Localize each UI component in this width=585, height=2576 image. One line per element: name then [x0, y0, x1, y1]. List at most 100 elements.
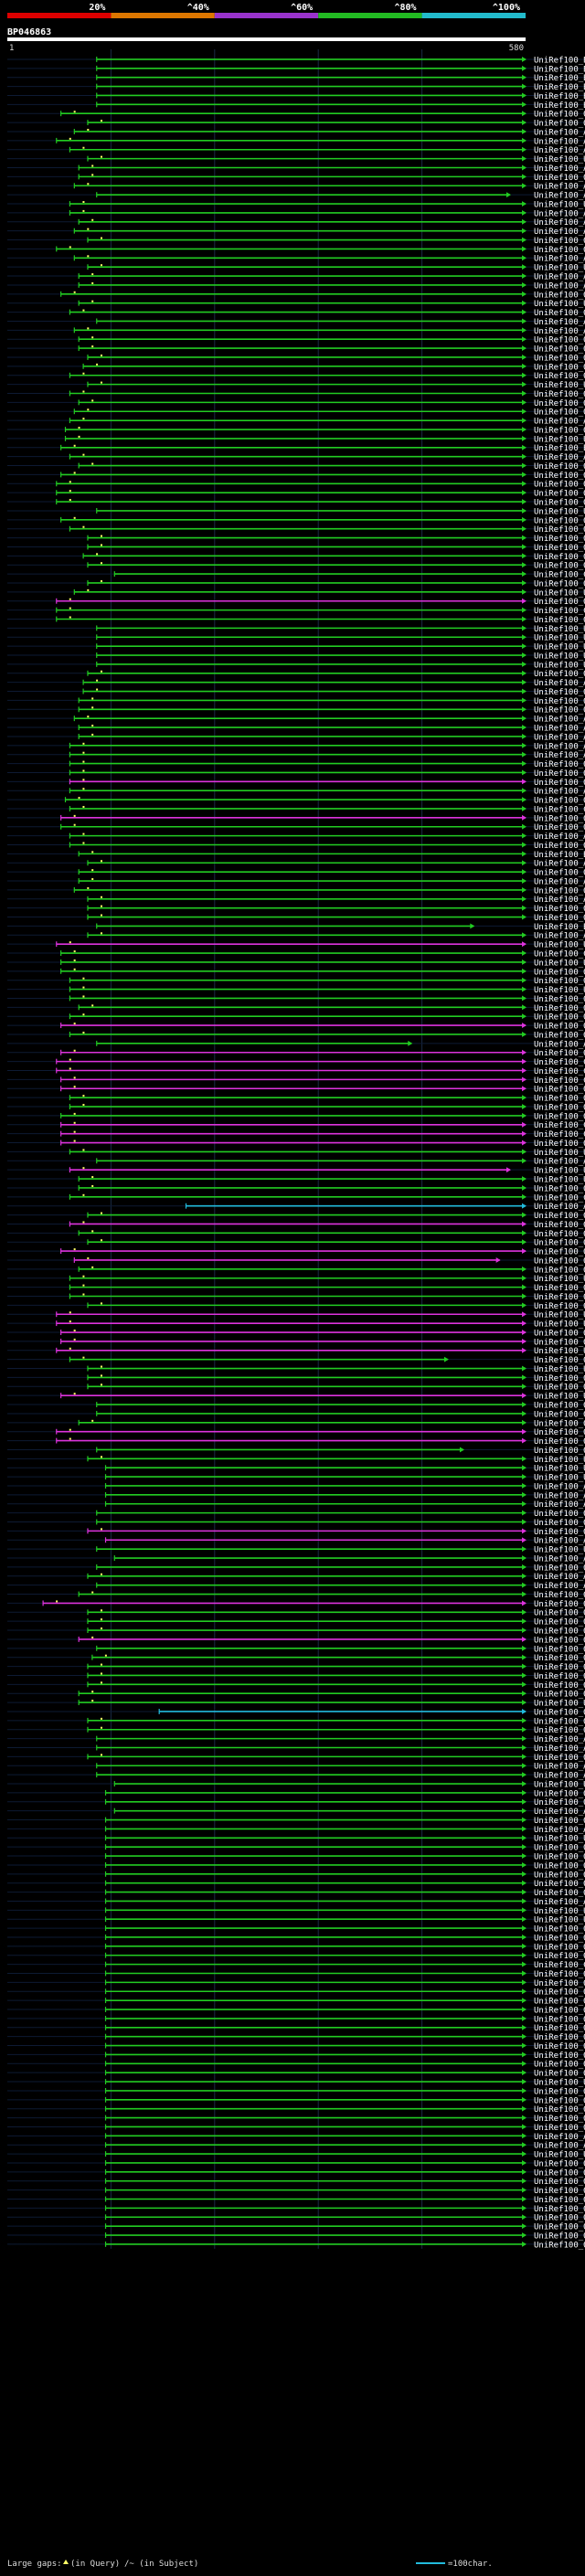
hit-label: UniRef100_A5B838 [534, 1040, 585, 1049]
hit-end-arrow [522, 1925, 526, 1932]
gap-marker [82, 742, 85, 745]
hit-end-arrow [522, 643, 526, 650]
hit-end-arrow [522, 580, 526, 586]
hit-end-arrow [522, 697, 526, 704]
hit-label: UniRef100_Q7X697 [534, 914, 585, 923]
hit-label: UniRef100_Q0C7H8 [534, 1356, 585, 1365]
hit-label: UniRef100_Q10RH6 [534, 995, 585, 1004]
hit-end-arrow [522, 1844, 526, 1850]
hit-label: UniRef100_Q7XL81 [534, 426, 585, 435]
hit-label: UniRef100_A5BVZ5 [534, 1554, 585, 1564]
hit-label: UniRef100_Q9SQW9 [534, 111, 585, 120]
hit-end-arrow [522, 137, 526, 143]
hit-label: UniRef100_Q9FRC5 [534, 1212, 585, 1221]
hit-end-arrow [522, 1717, 526, 1723]
gap-marker [82, 995, 85, 998]
hit-label: UniRef100_Q9SYK4 [534, 1591, 585, 1600]
hit-end-arrow [522, 1465, 526, 1471]
hit-label: UniRef100_UP1000.. [534, 200, 585, 209]
hit-end-arrow [522, 2241, 526, 2247]
hit-end-arrow [522, 155, 526, 162]
hit-label: UniRef100_C5Z3M9 [534, 1058, 585, 1067]
hit-end-arrow [522, 1871, 526, 1877]
gap-marker [69, 598, 71, 600]
hit-end-arrow [522, 2178, 526, 2184]
hit-label: UniRef100_UP1000.. [534, 986, 585, 995]
gap-marker [100, 579, 102, 582]
hit-end-arrow [522, 968, 526, 974]
hit-end-arrow [522, 2042, 526, 2049]
gap-marker [82, 1095, 85, 1097]
hit-end-arrow [522, 462, 526, 469]
hit-label: UniRef100_UP1000.. [534, 300, 585, 309]
hit-label: UniRef100_Q9XE35 [534, 1789, 585, 1798]
hit-label: UniRef100_Q8L490 [534, 1645, 585, 1654]
gap-marker [91, 164, 94, 167]
hit-end-arrow [522, 1537, 526, 1543]
hit-label: UniRef100_Q7XEX0 [534, 1266, 585, 1275]
hit-label: UniRef100_A5C5X2 [534, 146, 585, 155]
hit-end-arrow [522, 1970, 526, 1977]
gap-marker [69, 490, 71, 493]
hit-label: UniRef100_Q2QZ10 [534, 516, 585, 525]
hit-end-arrow [522, 444, 526, 451]
gap-marker [82, 779, 85, 781]
hit-label: UniRef100_Q10PF2 [534, 1302, 585, 1311]
hit-label: UniRef100_A5B5D0 [534, 1582, 585, 1591]
hit-label: UniRef100_A5AQU5 [534, 1763, 585, 1772]
hit-label: UniRef100_Q7XPN2 [534, 462, 585, 472]
gap-marker [87, 408, 90, 411]
gap-marker [100, 1365, 102, 1368]
hit-end-arrow [522, 1293, 526, 1299]
hit-end-arrow [522, 65, 526, 71]
hit-end-arrow [522, 1130, 526, 1137]
gap-marker [100, 120, 102, 122]
hit-label: UniRef100_A5AGY8 [534, 218, 585, 228]
hit-label: UniRef100_A5BEK1 [534, 327, 585, 336]
hit-label: UniRef100_A5AF28 [534, 418, 585, 427]
gap-marker [69, 499, 71, 502]
hit-label: UniRef100_Q33813 [534, 2070, 585, 2079]
hit-end-arrow [522, 174, 526, 180]
hit-label: UniRef100_Q7XP17 [534, 1112, 585, 1121]
hit-end-arrow [522, 1149, 526, 1155]
hit-end-arrow [522, 427, 526, 432]
hit-label: UniRef100_A5B6U9 [534, 281, 585, 291]
hit-end-arrow [522, 625, 526, 631]
hit-label: UniRef100_Q53P06 [534, 399, 585, 408]
gap-marker [73, 516, 76, 519]
gap-marker [73, 968, 76, 970]
hit-end-arrow [522, 327, 526, 334]
hit-label: UniRef100_Q9FXJ5 [534, 1880, 585, 1889]
hit-label: UniRef100_Q8W159 [534, 354, 585, 363]
gap-marker [82, 805, 85, 808]
gap-marker [91, 725, 94, 727]
hit-label: UniRef100_A5BMA6 [534, 1744, 585, 1754]
hit-label: UniRef100_A5BRL2 [534, 164, 585, 174]
hit-label: UniRef100_UP1000.. [534, 1320, 585, 1330]
hit-label: UniRef100_Q6L5S2 [534, 1663, 585, 1672]
hit-label: UniRef100_C5YNE8 [534, 1130, 585, 1140]
hit-label: UniRef100_Q7SIY2 [534, 2159, 585, 2168]
hit-label: UniRef100_Q2QST4 [534, 1049, 585, 1058]
hit-label: UniRef100_A5ATZ0 [534, 860, 585, 869]
hit-label: UniRef100_Q9AY86 [534, 1844, 585, 1853]
hit-label: UniRef100_A5AUJ7 [534, 1491, 585, 1500]
hit-label: UniRef100_Q8LM22 [534, 1419, 585, 1428]
gap-marker [100, 1681, 102, 1684]
hit-label: UniRef100_Q9SK18 [534, 1609, 585, 1618]
hit-end-arrow [522, 1789, 526, 1796]
gap-marker [100, 896, 102, 898]
hit-end-arrow [522, 932, 526, 938]
hit-end-arrow [522, 372, 526, 378]
hit-label: UniRef100_A5C2T1 [534, 273, 585, 282]
hit-label: UniRef100_A5B2I6 [534, 1203, 585, 1212]
hit-label: UniRef100_Q6AD29 [534, 1861, 585, 1871]
hit-label: UniRef100_B5U9V8 [534, 92, 585, 101]
gap-marker [100, 1609, 102, 1612]
gap-marker [91, 1184, 94, 1187]
hit-label: UniRef100_A5A6F2 [534, 1898, 585, 1907]
hit-label: UniRef100_Q2QVX7 [534, 2187, 585, 2196]
hit-label: UniRef100_B3VTC3 [534, 923, 585, 932]
hit-label: UniRef100_Q33BU1 [534, 1871, 585, 1880]
